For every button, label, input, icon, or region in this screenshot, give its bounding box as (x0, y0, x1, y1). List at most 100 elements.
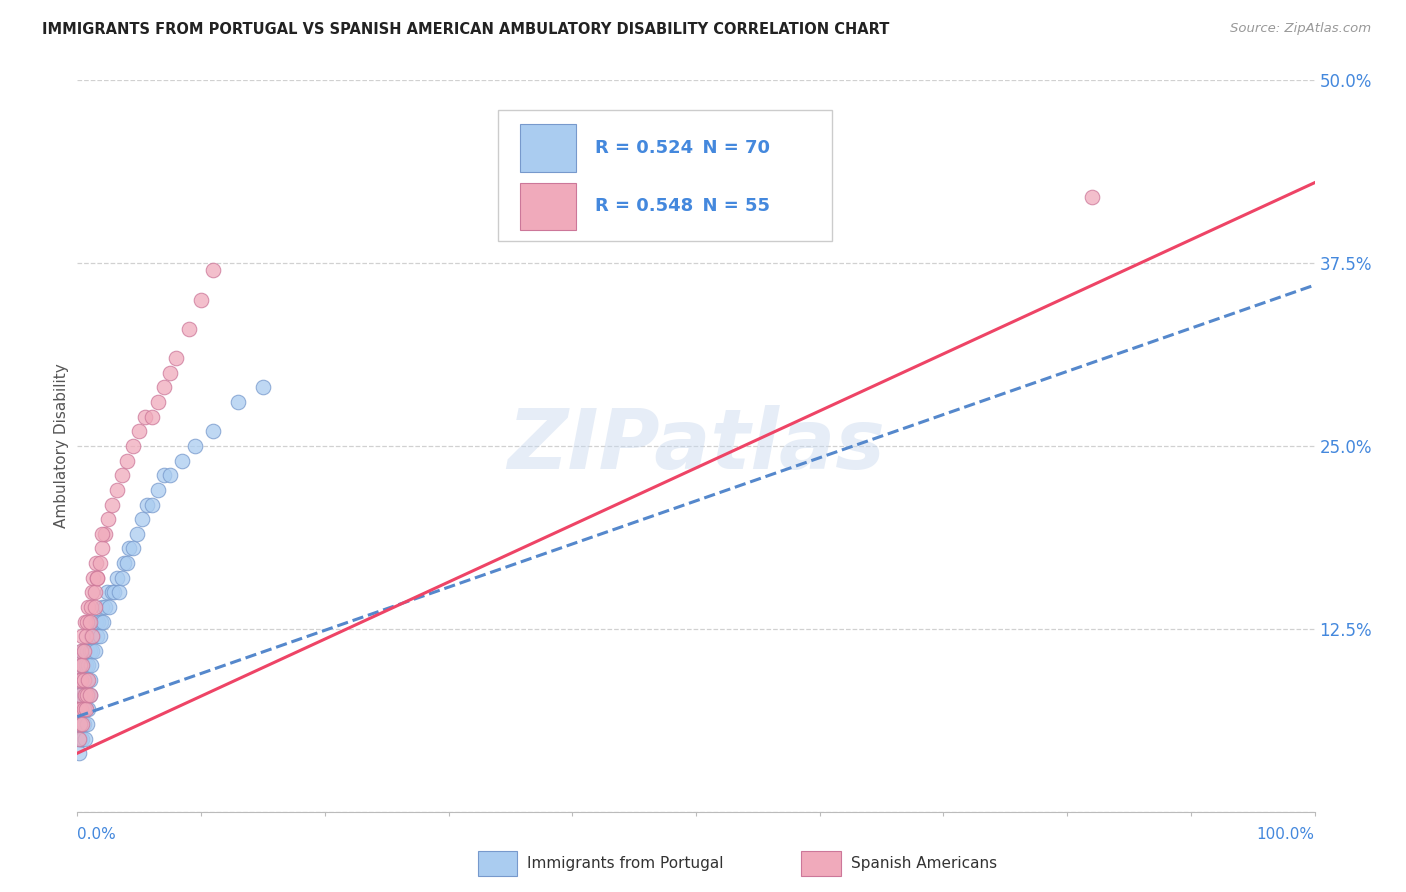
Point (190, 293, 212, 307)
Point (184, 439, 207, 453)
Point (72, 629, 94, 643)
Point (82, 571, 104, 585)
Point (70, 702, 93, 716)
Point (79, 615, 101, 629)
Point (153, 380, 176, 394)
Point (73, 702, 96, 716)
Point (159, 366, 181, 380)
Point (153, 468, 176, 483)
Point (93, 526, 115, 541)
FancyBboxPatch shape (498, 110, 832, 241)
Point (103, 585, 125, 599)
Point (72, 731, 94, 746)
Point (72, 644, 94, 658)
Point (75, 702, 97, 716)
Point (105, 571, 128, 585)
Point (69, 673, 91, 687)
Point (83, 585, 105, 599)
Point (70, 717, 93, 731)
Point (72, 673, 94, 687)
Text: Source: ZipAtlas.com: Source: ZipAtlas.com (1230, 22, 1371, 36)
Point (73, 615, 96, 629)
Point (73, 731, 96, 746)
Point (131, 512, 153, 526)
Text: 100.0%: 100.0% (1257, 827, 1315, 841)
Point (67, 673, 90, 687)
Point (80, 599, 103, 614)
Point (112, 556, 135, 570)
Point (79, 644, 101, 658)
Point (72, 644, 94, 658)
Point (97, 512, 120, 526)
Point (172, 453, 194, 467)
Point (76, 673, 98, 687)
Point (69, 731, 91, 746)
Point (89, 629, 111, 643)
Point (105, 483, 128, 497)
Point (91, 615, 114, 629)
Text: N = 55: N = 55 (690, 197, 769, 215)
Point (226, 395, 249, 409)
Point (87, 615, 110, 629)
Point (101, 498, 124, 512)
Point (77, 673, 100, 687)
Point (84, 556, 107, 570)
Text: Spanish Americans: Spanish Americans (851, 856, 997, 871)
Point (91, 541, 114, 556)
Point (76, 615, 98, 629)
Point (82, 629, 104, 643)
Point (146, 483, 169, 497)
Point (73, 644, 96, 658)
Point (72, 688, 94, 702)
Point (86, 571, 108, 585)
Point (75, 658, 97, 673)
Point (72, 717, 94, 731)
Point (67, 717, 90, 731)
Point (72, 658, 94, 673)
Text: 0.0%: 0.0% (77, 827, 117, 841)
Point (115, 453, 138, 467)
Point (80, 658, 103, 673)
Point (76, 688, 98, 702)
Point (77, 702, 100, 716)
Point (70, 688, 93, 702)
Point (72, 717, 94, 731)
Point (75, 688, 97, 702)
Point (122, 439, 145, 453)
Point (165, 351, 187, 366)
Point (202, 263, 225, 277)
Point (202, 425, 225, 439)
Point (91, 526, 114, 541)
Point (146, 395, 169, 409)
Point (122, 541, 145, 556)
Point (118, 541, 141, 556)
Point (82, 629, 104, 643)
Point (79, 688, 101, 702)
Point (70, 644, 93, 658)
Point (75, 629, 97, 643)
Point (82, 644, 104, 658)
Point (76, 717, 98, 731)
Point (128, 425, 150, 439)
Point (67, 731, 90, 746)
Point (79, 673, 101, 687)
Point (70, 658, 93, 673)
Point (76, 644, 98, 658)
Text: R = 0.524: R = 0.524 (595, 138, 693, 157)
Text: Immigrants from Portugal: Immigrants from Portugal (527, 856, 724, 871)
Point (111, 468, 134, 483)
Y-axis label: Ambulatory Disability: Ambulatory Disability (53, 364, 69, 528)
Point (89, 556, 111, 570)
Point (69, 702, 91, 716)
Point (101, 585, 124, 599)
Point (67, 746, 90, 760)
Point (72, 673, 94, 687)
Text: R = 0.548: R = 0.548 (595, 197, 693, 215)
Point (73, 673, 96, 687)
Point (82, 585, 104, 599)
Point (115, 556, 138, 570)
Point (159, 468, 181, 483)
Point (83, 644, 105, 658)
Point (125, 526, 148, 541)
Point (86, 629, 108, 643)
